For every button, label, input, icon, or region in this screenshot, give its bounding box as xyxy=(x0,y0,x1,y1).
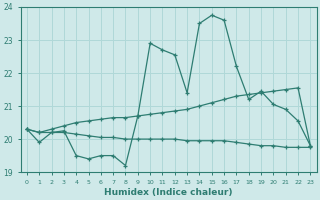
X-axis label: Humidex (Indice chaleur): Humidex (Indice chaleur) xyxy=(104,188,233,197)
